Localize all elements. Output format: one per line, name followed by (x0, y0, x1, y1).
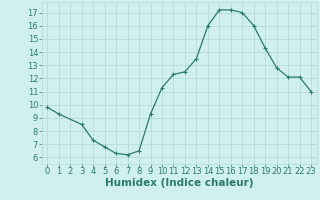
X-axis label: Humidex (Indice chaleur): Humidex (Indice chaleur) (105, 178, 253, 188)
